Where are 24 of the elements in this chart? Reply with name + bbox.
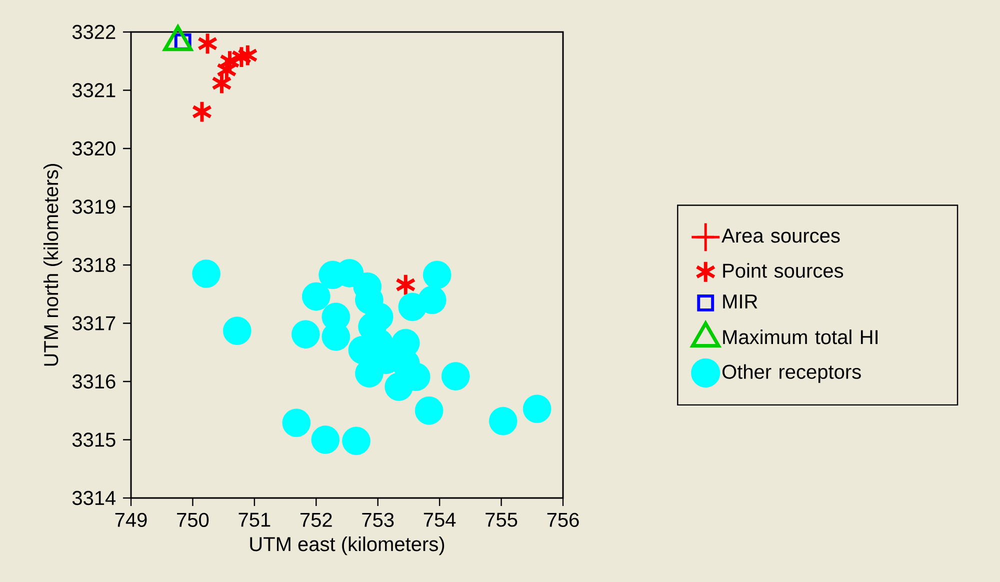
x-tick-label: 756 bbox=[547, 512, 579, 528]
x-tick-label: 749 bbox=[115, 512, 147, 528]
x-tick-label: 750 bbox=[177, 512, 209, 528]
x-tick-label: 755 bbox=[486, 512, 518, 527]
y-tick-label: 3321 bbox=[72, 83, 116, 98]
y-tick-label: 3322 bbox=[72, 24, 116, 40]
legend-label: MIR bbox=[723, 294, 758, 308]
y-axis-title: UTM north (kilometers) bbox=[43, 164, 62, 366]
y-tick-label: 3316 bbox=[72, 374, 116, 389]
legend-label: Point sources bbox=[723, 263, 844, 278]
y-tick-label: 3317 bbox=[72, 316, 116, 330]
y-tick-label: 3314 bbox=[72, 490, 116, 506]
x-tick-label: 754 bbox=[424, 512, 456, 527]
x-tick-label: 751 bbox=[238, 512, 270, 527]
legend-label: Maximum total HI bbox=[723, 330, 878, 344]
legend-label: Area sources bbox=[722, 228, 840, 243]
y-tick-label: 3319 bbox=[72, 200, 116, 214]
x-tick-label: 753 bbox=[362, 512, 394, 528]
y-tick-label: 3318 bbox=[72, 258, 116, 272]
y-tick-label: 3320 bbox=[72, 141, 116, 156]
x-axis-title: UTM east (kilometers) bbox=[250, 536, 444, 556]
y-tick-label: 3315 bbox=[72, 432, 116, 447]
legend-label: Other receptors bbox=[722, 364, 861, 383]
x-tick-label: 752 bbox=[300, 512, 332, 528]
